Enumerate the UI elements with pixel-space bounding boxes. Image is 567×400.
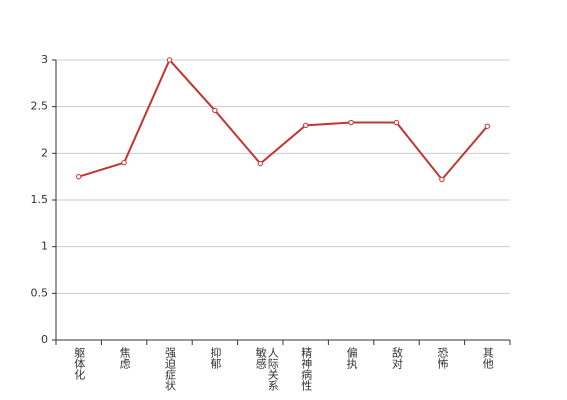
x-tick-label: 其他 [481,347,495,369]
x-tick-label: 强迫症状 [163,347,177,391]
y-tick-label: 2 [41,146,48,159]
x-tick-label: 精神病性 [299,347,313,391]
point [348,119,354,126]
point [166,57,173,63]
x-tick-label: 躯体化 [72,347,86,380]
x-tick-label: 敌对 [390,347,404,369]
x-tick-label: 抑郁 [208,347,222,369]
y-tick-label: 1.5 [31,193,49,206]
series-line [78,58,489,182]
point [257,160,263,167]
x-tick-label: 焦虑 [118,347,132,369]
point [393,119,400,126]
x-tick-label: 人际关系敏感 [254,347,280,391]
y-tick-label: 1 [41,240,48,253]
point [303,122,309,129]
point [484,123,490,129]
y-tick-label: 3 [41,53,48,66]
y-tick-label: 2.5 [31,100,49,113]
point [76,173,82,180]
point [439,176,445,183]
x-tick-label: 偏执 [345,347,359,369]
y-tick-label: 0.5 [31,286,49,299]
x-tick-label: 恐怖 [435,347,449,369]
point [121,159,127,166]
y-tick-label: 0 [41,333,48,346]
point [212,107,218,114]
